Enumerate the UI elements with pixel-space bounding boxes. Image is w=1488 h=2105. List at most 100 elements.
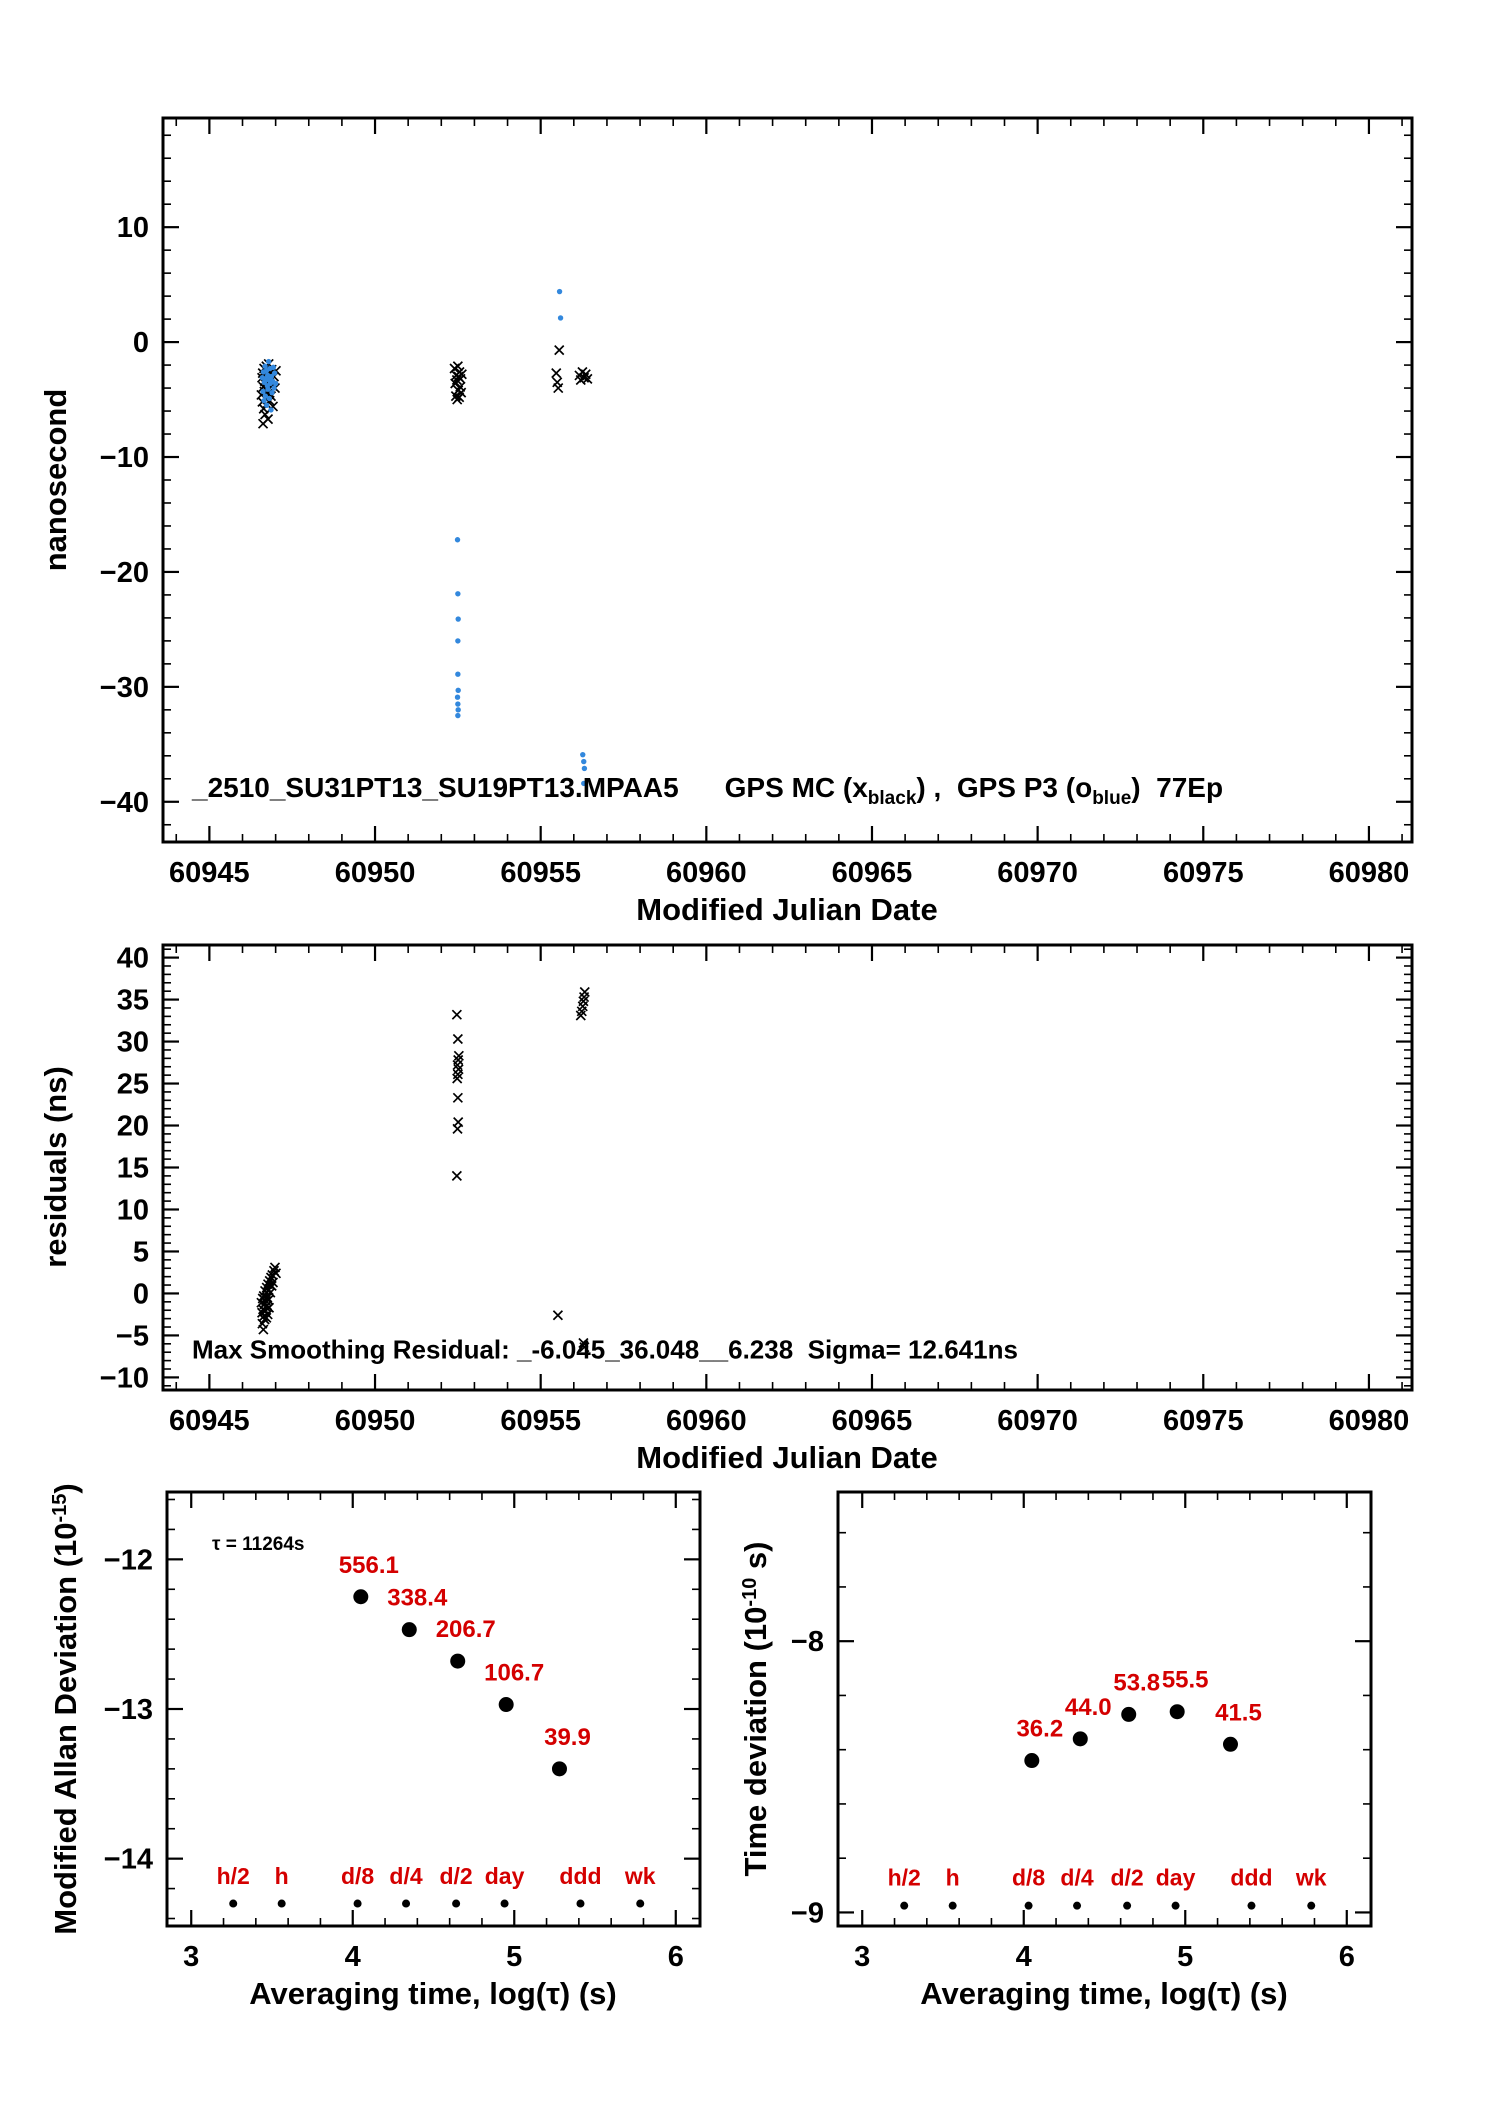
svg-text:6: 6 — [1339, 1941, 1355, 1973]
svg-text:206.7: 206.7 — [436, 1616, 496, 1643]
svg-text:30: 30 — [117, 1027, 149, 1059]
svg-text:h/2: h/2 — [217, 1863, 250, 1889]
tdev-plot-frame — [836, 1490, 1373, 1928]
svg-text:h/2: h/2 — [888, 1864, 921, 1890]
svg-text:−13: −13 — [104, 1694, 153, 1726]
svg-text:d/4: d/4 — [389, 1863, 422, 1889]
svg-text:d/2: d/2 — [439, 1863, 472, 1889]
svg-text:−40: −40 — [100, 787, 149, 819]
svg-text:60960: 60960 — [666, 857, 747, 889]
svg-text:60970: 60970 — [997, 1405, 1078, 1437]
svg-text:wk: wk — [1295, 1864, 1327, 1890]
top-legend-annotation: _2510_SU31PT13_SU19PT13.MPAA5 GPS MC (xbl… — [192, 772, 1224, 809]
madev-series-mdev: 556.1 338.4 206.7 106.7 39.9 — [339, 1552, 591, 1777]
tau-value-annotation: τ = 11264s — [212, 1534, 305, 1555]
svg-text:20: 20 — [117, 1111, 149, 1143]
top-y-axis-title: nanosecond — [38, 388, 73, 572]
svg-text:53.8: 53.8 — [1113, 1669, 1160, 1696]
svg-text:wk: wk — [624, 1863, 656, 1889]
svg-text:5: 5 — [1177, 1941, 1193, 1973]
svg-text:−10: −10 — [100, 1362, 149, 1394]
tdev-tau-markers: h/2 h d/8 d/4 d/2 day ddd wk — [888, 1864, 1327, 1910]
svg-text:h: h — [275, 1863, 289, 1889]
residuals-plot-frame — [161, 943, 1414, 1392]
top-series-gps-p3 — [259, 288, 588, 787]
svg-text:25: 25 — [117, 1069, 149, 1101]
svg-text:h: h — [946, 1864, 960, 1890]
tdev-chart: 3 4 5 6 −8 −9 36.244.053.8 55.541.5 h/2 h d/8 d/4 d/… — [791, 1490, 1373, 1973]
svg-text:−30: −30 — [100, 672, 149, 704]
madev-y-title-exponent: -15 — [49, 1493, 71, 1523]
svg-text:36.2: 36.2 — [1016, 1716, 1063, 1743]
svg-text:44.0: 44.0 — [1065, 1694, 1112, 1721]
svg-text:5: 5 — [506, 1941, 522, 1973]
svg-text:60970: 60970 — [997, 857, 1078, 889]
madev-x-axis-title: Averaging time, log(τ) (s) — [249, 1976, 617, 2011]
svg-text:4: 4 — [345, 1941, 361, 1973]
svg-text:10: 10 — [117, 1194, 149, 1226]
svg-text:60980: 60980 — [1329, 1405, 1410, 1437]
svg-text:−9: −9 — [791, 1897, 824, 1929]
svg-text:ddd: ddd — [559, 1863, 601, 1889]
svg-text:−20: −20 — [100, 557, 149, 589]
svg-text:5: 5 — [133, 1236, 149, 1268]
svg-text:3: 3 — [183, 1941, 199, 1973]
legend-p3-subscript: blue — [1092, 788, 1132, 809]
madev-y-title-text: Modified Allan Deviation (10 — [48, 1522, 83, 1935]
svg-text:d/2: d/2 — [1110, 1864, 1143, 1890]
svg-text:60950: 60950 — [335, 1405, 416, 1437]
tdev-y-axis-title: Time deviation (10-10 s) — [738, 1542, 774, 1877]
svg-text:15: 15 — [117, 1153, 149, 1185]
svg-text:ddd: ddd — [1230, 1864, 1272, 1890]
legend-mc-subscript: black — [867, 788, 917, 809]
legend-separator: ) , GPS P3 (o — [916, 772, 1093, 803]
svg-text:−10: −10 — [100, 442, 149, 474]
tdev-y-title-exponent: -10 — [739, 1577, 761, 1607]
svg-text:d/8: d/8 — [341, 1863, 374, 1889]
residuals-series-residuals — [256, 986, 590, 1353]
svg-text:40: 40 — [117, 943, 149, 975]
svg-text:556.1: 556.1 — [339, 1552, 399, 1579]
svg-text:41.5: 41.5 — [1215, 1699, 1262, 1726]
max-smoothing-residual-annotation: Max Smoothing Residual: _-6.045_36.048__… — [192, 1334, 1018, 1365]
svg-text:60955: 60955 — [500, 857, 581, 889]
svg-text:60975: 60975 — [1163, 1405, 1244, 1437]
top-chart: 60945 60950 60955 60960 60965 60970 60975 60980… — [100, 116, 1414, 889]
svg-text:106.7: 106.7 — [484, 1660, 544, 1687]
svg-text:338.4: 338.4 — [387, 1585, 448, 1612]
svg-text:−8: −8 — [791, 1626, 824, 1658]
madev-plot-frame — [165, 1490, 702, 1928]
svg-text:60965: 60965 — [832, 857, 913, 889]
madev-tau-markers: h/2 h d/8 d/4 d/2 day ddd wk — [217, 1863, 656, 1908]
svg-text:60960: 60960 — [666, 1405, 747, 1437]
residuals-y-axis-title: residuals (ns) — [38, 1066, 73, 1268]
svg-text:60950: 60950 — [335, 857, 416, 889]
svg-text:35: 35 — [117, 985, 149, 1017]
svg-text:60955: 60955 — [500, 1405, 581, 1437]
legend-epochs: ) 77Ep — [1131, 772, 1224, 803]
svg-text:60965: 60965 — [832, 1405, 913, 1437]
svg-text:d/8: d/8 — [1012, 1864, 1045, 1890]
svg-text:d/4: d/4 — [1060, 1864, 1093, 1890]
madev-y-axis-title: Modified Allan Deviation (10-15) — [48, 1483, 84, 1934]
svg-text:−14: −14 — [104, 1844, 153, 1876]
dataset-filename: _2510_SU31PT13_SU19PT13.MPAA5 — [192, 772, 679, 803]
residuals-x-axis-title: Modified Julian Date — [636, 1440, 938, 1475]
tdev-x-axis-title: Averaging time, log(τ) (s) — [920, 1976, 1288, 2011]
svg-text:10: 10 — [117, 212, 149, 244]
svg-text:−5: −5 — [116, 1320, 149, 1352]
svg-text:4: 4 — [1016, 1941, 1032, 1973]
svg-text:39.9: 39.9 — [544, 1724, 591, 1751]
madev-chart: 3 4 5 6 −12 −13 −14 556.1 338.4 206.7 106.7 39.9 h/2… — [104, 1490, 702, 1973]
svg-text:60980: 60980 — [1329, 857, 1410, 889]
svg-text:3: 3 — [854, 1941, 870, 1973]
svg-text:60975: 60975 — [1163, 857, 1244, 889]
svg-text:−12: −12 — [104, 1544, 153, 1576]
tdev-series-tdev: 36.244.053.8 55.541.5 — [1016, 1667, 1262, 1769]
tdev-y-title-suffix: s) — [738, 1541, 773, 1578]
svg-text:55.5: 55.5 — [1162, 1667, 1209, 1694]
svg-text:6: 6 — [668, 1941, 684, 1973]
top-x-axis-title: Modified Julian Date — [636, 892, 938, 927]
